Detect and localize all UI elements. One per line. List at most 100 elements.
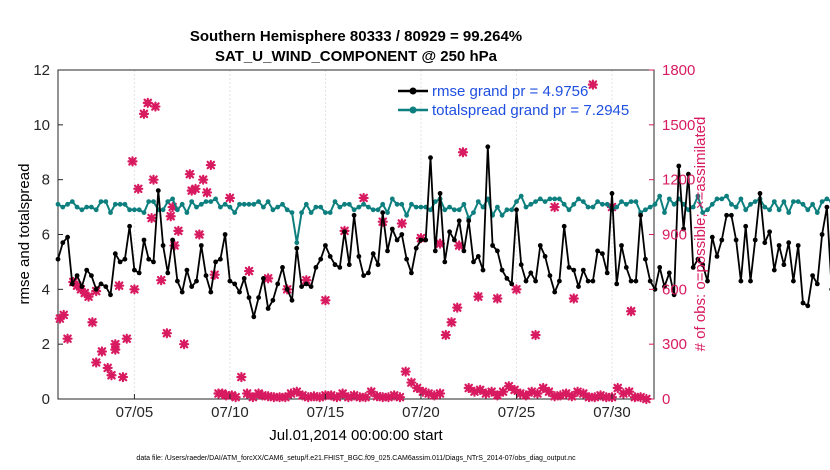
obs-possible-marker [587, 79, 598, 90]
y2-tick-label: 900 [662, 227, 687, 244]
totalspread-point [203, 199, 209, 205]
obs-star-mark [400, 366, 411, 377]
obs-star-mark [230, 392, 241, 403]
totalspread-point [356, 204, 362, 210]
rmse-point [55, 256, 61, 262]
rmse-point [576, 284, 581, 289]
obs-possible-marker [148, 174, 159, 185]
obs-star-mark [612, 382, 623, 394]
obs-assimilated-marker [280, 392, 291, 403]
y-tick-label: 10 [33, 117, 50, 134]
obs-star-mark [515, 388, 526, 399]
obs-star-mark [497, 386, 509, 397]
rmse-point [609, 191, 615, 196]
obs-assimilated-marker [360, 392, 371, 403]
obs-assimilated-marker [217, 388, 228, 399]
chart-subtitle: SAT_U_WIND_COMPONENT @ 250 hPa [215, 48, 498, 65]
rmse-point [170, 237, 176, 243]
x-tick-label: 07/20 [402, 404, 440, 421]
obs-star-mark [396, 218, 407, 229]
legend-rmse-marker [409, 87, 417, 95]
rmse-point [752, 237, 758, 243]
rmse-line [57, 145, 830, 318]
obs-assimilated-marker [538, 382, 549, 394]
obs-assimilated-marker [635, 392, 646, 403]
totalspread-point [695, 193, 701, 199]
totalspread-point [456, 207, 462, 213]
totalspread-point [566, 207, 572, 213]
rmse-point [198, 243, 204, 248]
rmse-point [733, 237, 739, 243]
rmse-point [98, 281, 104, 287]
obs-star-mark [236, 371, 247, 383]
totalspread-point [218, 204, 223, 210]
obs-assimilated-marker [400, 366, 411, 377]
totalspread-point [160, 207, 166, 213]
obs-assimilated-marker [503, 381, 514, 392]
y-tick-label: 12 [33, 62, 50, 79]
totalspread-point [127, 207, 132, 213]
rmse-point [251, 314, 257, 320]
obs-star-mark [194, 229, 205, 240]
rmse-point [303, 281, 309, 287]
rmse-point [475, 254, 481, 259]
obs-assimilated-marker [253, 388, 264, 399]
totalspread-point [184, 210, 190, 216]
obs-star-mark [190, 183, 201, 194]
totalspread-point [614, 204, 620, 210]
totalspread-point [495, 204, 500, 210]
totalspread-point [404, 212, 409, 218]
rmse-point [375, 262, 381, 268]
rmse-point [442, 259, 448, 265]
obs-assimilated-marker [406, 377, 417, 388]
rmse-point [743, 223, 749, 229]
rmse-point [456, 218, 462, 224]
totalspread-point [122, 201, 128, 207]
rmse-point [294, 245, 300, 251]
obs-assimilated-marker [161, 328, 172, 339]
obs-assimilated-marker [314, 392, 325, 403]
totalspread-point [342, 201, 347, 207]
obs-star-mark [526, 386, 537, 397]
rmse-point [666, 270, 672, 276]
rmse-point [79, 284, 85, 289]
totalspread-point [103, 199, 109, 205]
obs-assimilated-marker [169, 240, 180, 251]
obs-assimilated-marker [377, 392, 388, 403]
rmse-point [112, 251, 118, 257]
obs-star-mark [530, 329, 541, 341]
obs-star-mark [480, 388, 491, 399]
obs-star-mark [475, 384, 486, 395]
obs-star-mark [297, 390, 308, 401]
obs-assimilated-marker [146, 212, 157, 224]
totalspread-point [767, 207, 772, 213]
obs-assimilated-marker [497, 386, 509, 397]
totalspread-point [748, 201, 753, 207]
obs-possible-marker [320, 295, 331, 306]
totalspread-point [643, 207, 648, 213]
rmse-point [652, 286, 658, 292]
obs-star-mark [492, 293, 503, 304]
totalspread-point [561, 201, 567, 207]
totalspread-point [241, 201, 247, 207]
obs-assimilated-marker [106, 370, 117, 381]
totalspread-point [719, 196, 725, 202]
obs-assimilated-marker [198, 174, 209, 185]
rmse-point [280, 265, 285, 270]
rmse-point [227, 278, 233, 284]
y-axis-left-ticks: 0 2 4 6 8 10 12 [33, 62, 63, 408]
rmse-point [89, 273, 94, 278]
rmse-point [122, 256, 128, 262]
obs-star-mark [62, 333, 73, 344]
obs-assimilated-marker [589, 392, 600, 403]
obs-star-mark [549, 201, 560, 213]
totalspread-point [361, 201, 366, 207]
obs-star-mark [532, 388, 543, 399]
rmse-point [810, 273, 815, 278]
rmse-point [466, 218, 472, 224]
obs-star-mark [274, 392, 285, 403]
x-tick-label: 07/25 [498, 404, 536, 421]
rmse-point [409, 270, 414, 276]
rmse-point [241, 276, 247, 281]
totalspread-point [389, 196, 395, 202]
